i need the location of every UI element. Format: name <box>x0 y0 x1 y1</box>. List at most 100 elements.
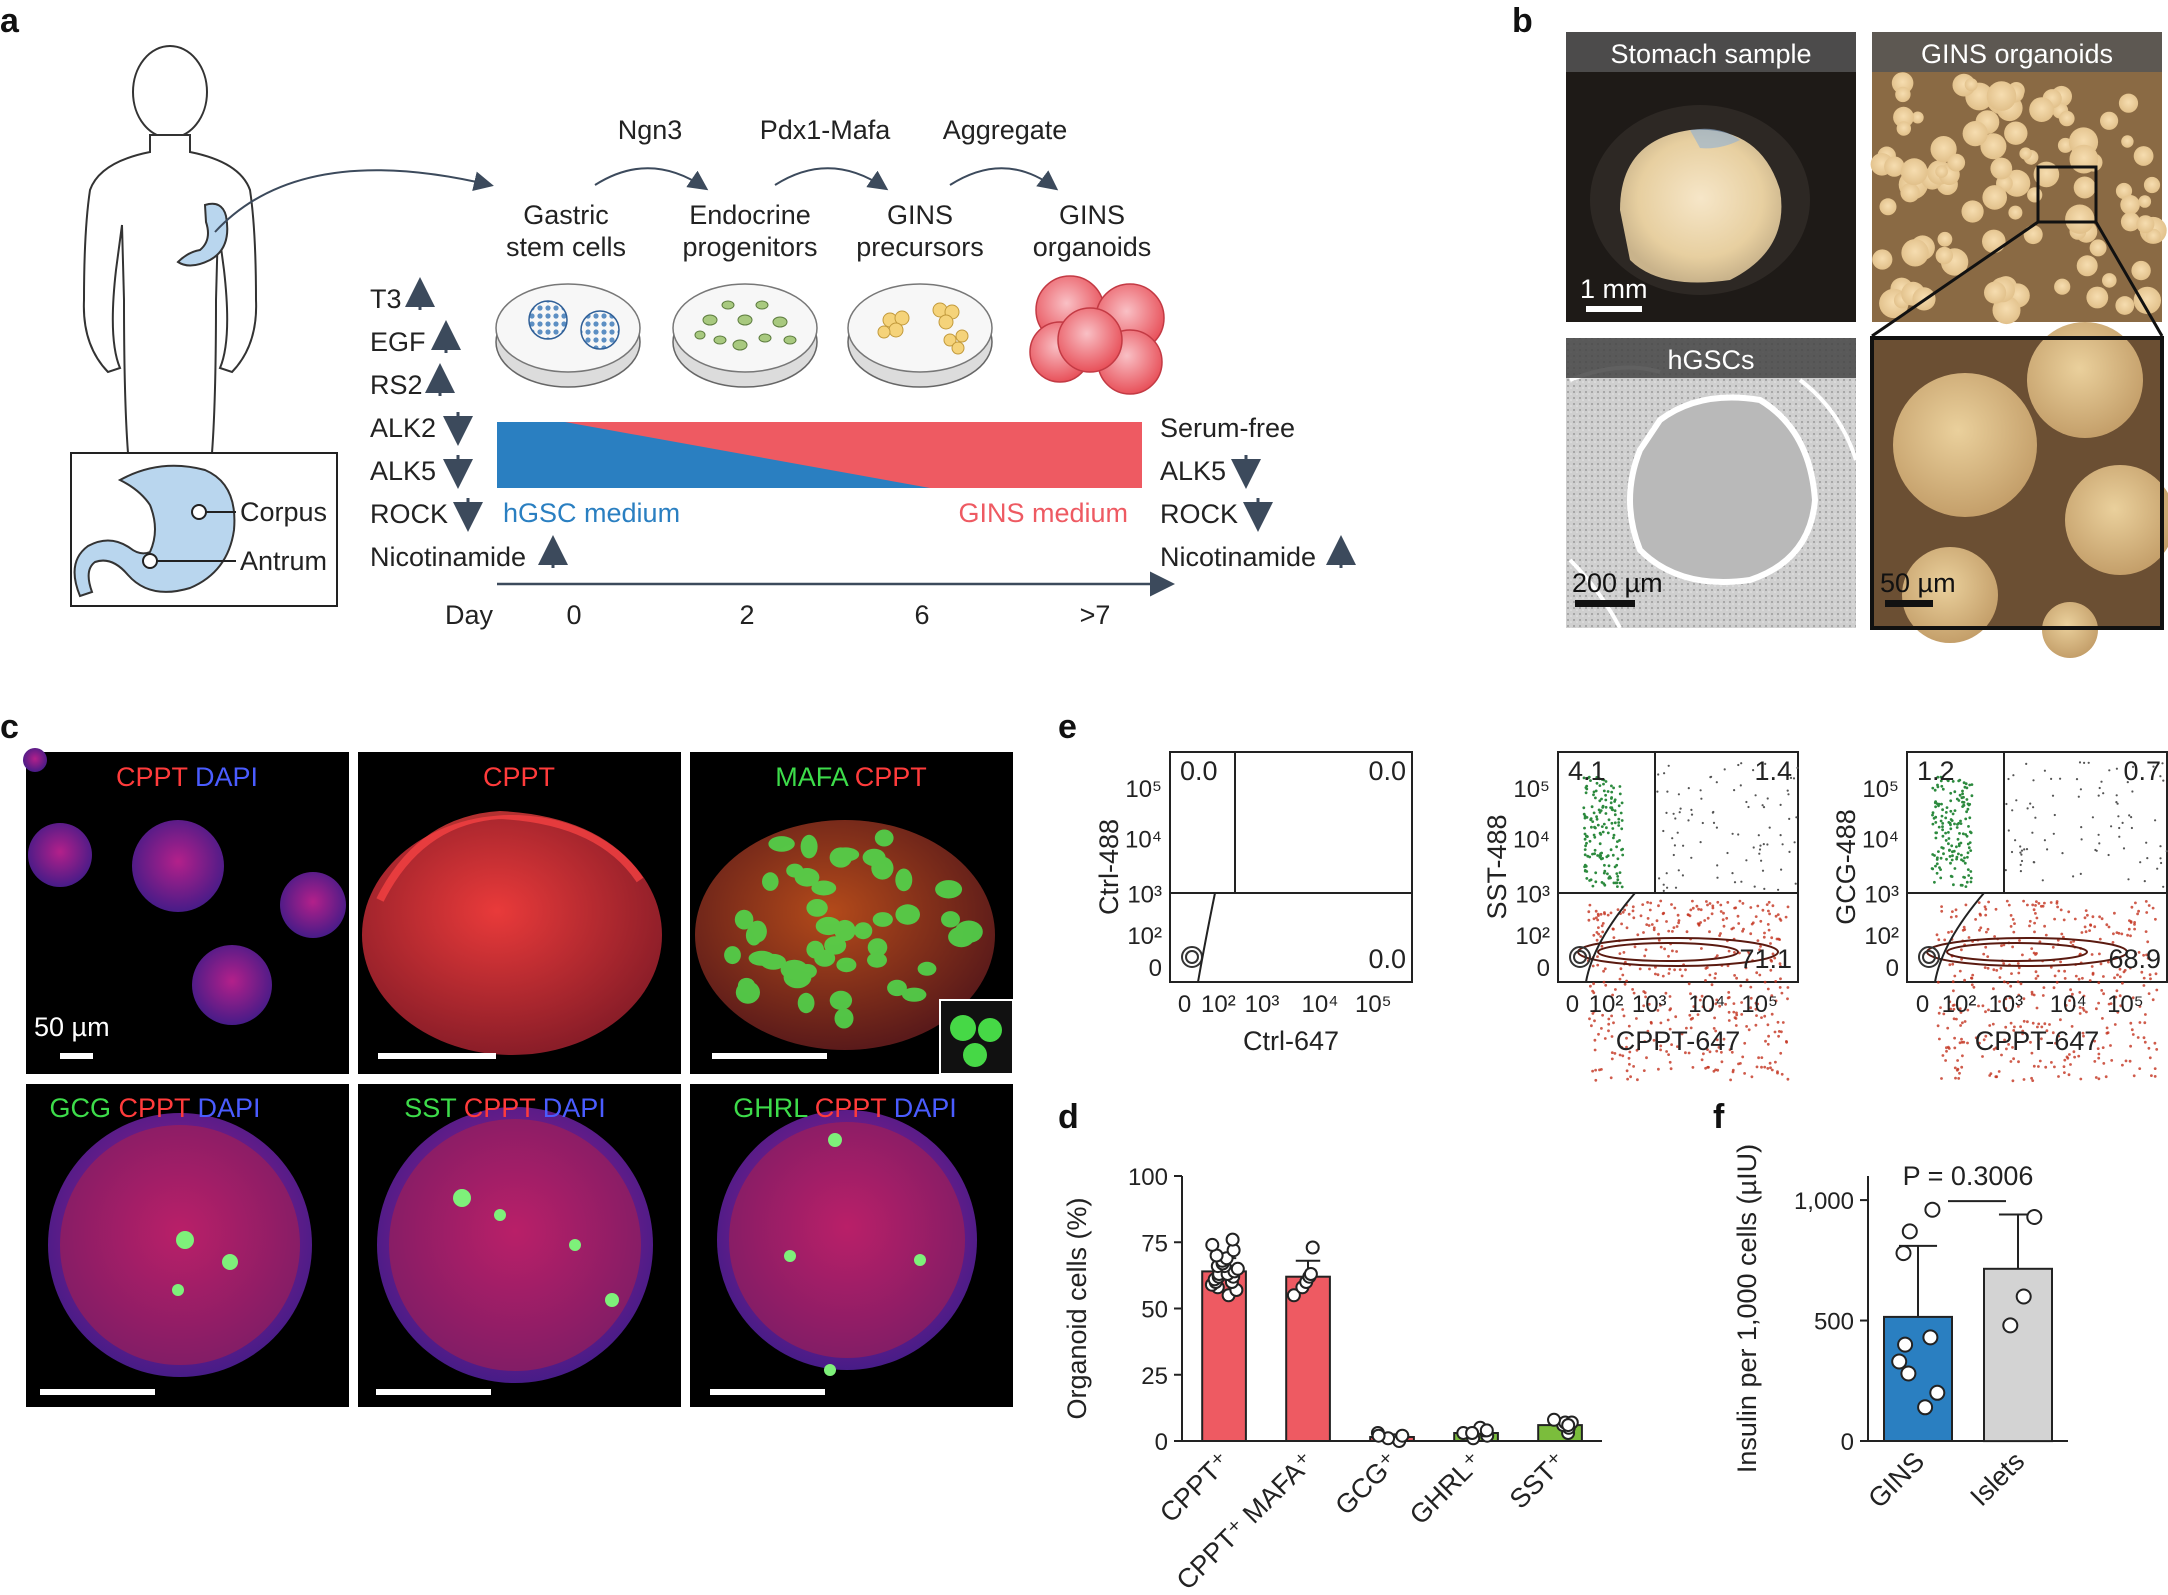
event-dot-gray <box>2007 829 2010 832</box>
event-dot-green <box>1612 833 1616 837</box>
factor-right-alk5: ALK5 <box>1160 456 1226 486</box>
event-dot <box>2057 1075 2060 1078</box>
event-dot-gray <box>2026 807 2029 810</box>
event-dot <box>1963 1020 1967 1023</box>
event-dot-green <box>1594 796 1597 800</box>
event-dot-gray <box>1780 868 1783 871</box>
event-dot <box>1970 983 1974 987</box>
event-dot <box>1622 951 1626 954</box>
event-dot <box>1755 1014 1758 1017</box>
event-dot <box>2093 1039 2097 1043</box>
event-dot-gray <box>1792 777 1796 780</box>
event-dot <box>2051 945 2055 949</box>
event-dot <box>1937 1011 1941 1015</box>
event-dot <box>1945 1046 1948 1050</box>
event-dot <box>2077 977 2081 981</box>
event-dot <box>2077 1054 2081 1058</box>
y-tick-label: 1,000 <box>1794 1188 1854 1215</box>
event-dot <box>1979 926 1983 930</box>
event-dot-gray <box>1740 762 1743 765</box>
event-dot <box>2018 939 2021 942</box>
organoid-dot <box>2004 121 2028 145</box>
event-dot <box>2118 975 2122 979</box>
panel-letter-c: c <box>0 708 19 746</box>
event-dot-green <box>1933 801 1937 805</box>
event-dot <box>1610 1035 1614 1038</box>
event-dot-green <box>1615 872 1619 875</box>
event-dot-gray <box>2102 792 2105 795</box>
organoid-dot <box>1962 121 1988 147</box>
event-dot <box>1963 928 1967 931</box>
event-dot <box>1591 1069 1594 1073</box>
event-dot <box>2019 1025 2022 1029</box>
event-dot <box>1754 915 1758 918</box>
event-dot <box>2003 980 2006 984</box>
event-dot <box>2105 923 2109 927</box>
tile-label-1: CPPT DAPI <box>116 762 258 792</box>
event-dot <box>2129 1021 2133 1025</box>
event-dot-green <box>1931 813 1934 817</box>
event-dot-green <box>1936 775 1940 779</box>
event-dot <box>1706 903 1709 907</box>
event-dot <box>1709 1008 1712 1011</box>
event-dot <box>1607 1017 1611 1021</box>
event-dot-green <box>1967 803 1971 807</box>
event-dot <box>1647 1002 1651 1006</box>
y-tick-label: 0 <box>1155 1429 1168 1456</box>
y-tick-label: 0 <box>1886 955 1899 982</box>
event-dot <box>1940 1077 1943 1080</box>
event-dot <box>1652 926 1656 930</box>
event-dot <box>1668 1027 1672 1031</box>
event-dot-green <box>1613 800 1616 803</box>
event-dot-gray <box>1759 844 1762 847</box>
event-dot-green <box>1944 839 1948 842</box>
event-dot <box>1657 904 1660 908</box>
day-2: 2 <box>739 600 754 630</box>
mafa-nucleus <box>836 957 857 973</box>
event-dot-gray <box>1757 834 1760 837</box>
event-dot <box>1946 1026 1950 1030</box>
factors-left: T3 EGF RS2 ALK2 ALK5 ROCK Nicotinamide <box>370 284 526 572</box>
event-dot <box>1638 967 1642 971</box>
event-dot <box>2030 947 2034 950</box>
event-dot-green <box>1601 830 1605 834</box>
organoid-dots <box>1870 72 2167 325</box>
event-dot-green <box>1958 793 1962 797</box>
event-dot <box>1768 1061 1772 1065</box>
event-dot <box>1643 954 1647 958</box>
event-dot <box>1628 1062 1631 1066</box>
event-dot-green <box>1953 867 1957 870</box>
event-dot-green <box>1616 857 1620 861</box>
factor-rs2: RS2 <box>370 370 423 400</box>
x-tick-label: SST⁺ <box>1504 1446 1572 1514</box>
event-dot <box>2063 969 2067 973</box>
event-dot <box>2096 1047 2100 1050</box>
event-dot <box>2051 1031 2055 1035</box>
event-dot <box>2121 981 2124 985</box>
tile-label-4: GCG CPPT DAPI <box>49 1093 260 1123</box>
event-dot <box>1600 1027 1603 1030</box>
event-dot <box>1954 1076 1957 1080</box>
event-dot-gray <box>1752 846 1755 849</box>
event-dot-green <box>1585 834 1589 838</box>
event-dot-green <box>1946 778 1950 782</box>
event-dot-green <box>1617 824 1621 827</box>
event-dot <box>1986 955 1990 958</box>
organoid-dot <box>2069 144 2099 174</box>
tile-label-5: SST CPPT DAPI <box>404 1093 606 1123</box>
event-dot-green <box>1601 806 1605 809</box>
event-dot <box>1962 1040 1966 1044</box>
event-dot-green <box>1962 801 1966 804</box>
step-arrow-1 <box>594 167 709 191</box>
data-point <box>1305 1240 1320 1255</box>
event-dot <box>1726 996 1730 1000</box>
organoid-dot <box>1879 198 1897 216</box>
tile-title-stomach-sample: Stomach sample <box>1610 39 1811 69</box>
flow-plot-1: 0.0 0.00.00010²10²10³10³10⁴10⁴10⁵10⁵Ctrl-… <box>1094 751 1413 1056</box>
event-dot <box>1771 952 1775 956</box>
hgsc-medium-bar <box>497 422 930 488</box>
event-dot-gray <box>2032 779 2035 782</box>
event-dot-green <box>1605 855 1609 859</box>
event-dot <box>1716 1068 1720 1072</box>
